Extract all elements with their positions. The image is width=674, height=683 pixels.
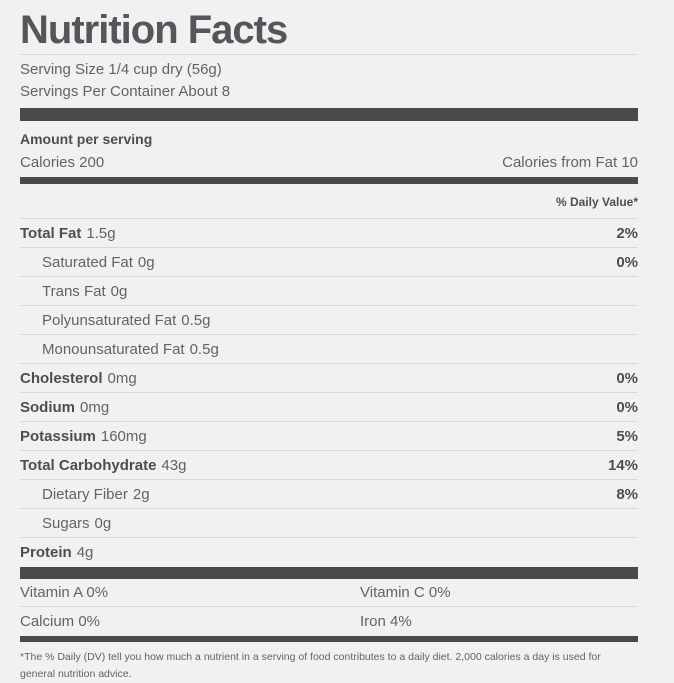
nutrient-label: Total Carbohydrate xyxy=(20,456,157,474)
serving-size-text: Serving Size 1/4 cup dry (56g) xyxy=(20,61,222,78)
nutrient-amount: 4g xyxy=(76,544,94,561)
vitamin-c-value: Vitamin C 0% xyxy=(360,584,451,601)
nutrient-daily-value: 0% xyxy=(616,398,638,416)
nutrient-name-amount: Total Fat 1.5g xyxy=(20,225,116,242)
nutrient-daily-value: 5% xyxy=(616,427,638,445)
nutrient-name-amount: Total Carbohydrate 43g xyxy=(20,457,186,474)
micronutrient-row-minerals: Calcium 0% Iron 4% xyxy=(20,607,638,635)
nutrient-amount: 43g xyxy=(161,456,187,474)
nutrient-amount: 1.5g xyxy=(86,224,116,242)
calcium-value: Calcium 0% xyxy=(20,612,101,630)
nutrient-row-sugars: Sugars 0g xyxy=(20,509,638,538)
nutrient-label: Potassium xyxy=(20,427,96,445)
nutrient-row-saturated-fat: Saturated Fat 0g 0% xyxy=(20,248,638,277)
nutrient-label: Saturated Fat xyxy=(42,253,133,271)
nutrient-daily-value: 0% xyxy=(616,369,638,387)
nutrient-label: Protein xyxy=(20,544,72,561)
nutrient-row-total-fat: Total Fat 1.5g 2% xyxy=(20,219,638,248)
nutrient-amount: 0mg xyxy=(107,369,137,387)
servings-per-container-text: Servings Per Container About 8 xyxy=(20,83,231,100)
section-bar-footnote xyxy=(20,636,638,642)
nutrient-daily-value: 8% xyxy=(616,485,638,503)
nutrient-name-amount: Dietary Fiber 2g xyxy=(42,486,150,503)
nutrient-row-cholesterol: Cholesterol 0mg 0% xyxy=(20,364,638,393)
nutrient-row-sodium: Sodium 0mg 0% xyxy=(20,393,638,422)
nutrient-amount: 0.5g xyxy=(181,311,211,329)
nutrient-daily-value: 0% xyxy=(616,253,638,271)
nutrient-amount: 0g xyxy=(110,282,128,300)
nutrient-label: Total Fat xyxy=(20,224,82,242)
nutrient-label: Dietary Fiber xyxy=(42,485,128,503)
nutrient-label: Trans Fat xyxy=(42,282,106,300)
section-bar-micronutrients xyxy=(20,567,638,579)
amount-per-serving-label: Amount per serving xyxy=(20,131,153,147)
nutrient-row-dietary-fiber: Dietary Fiber 2g 8% xyxy=(20,480,638,509)
nutrient-name-amount: Cholesterol 0mg xyxy=(20,370,137,387)
daily-value-header: % Daily Value* xyxy=(20,184,638,219)
nutrient-label: Cholesterol xyxy=(20,369,103,387)
nutrient-amount: 0.5g xyxy=(189,340,219,358)
nutrient-amount: 0mg xyxy=(80,398,110,416)
section-bar-calories xyxy=(20,177,638,184)
nutrient-name-amount: Monounsaturated Fat 0.5g xyxy=(42,341,219,358)
nutrient-row-trans-fat: Trans Fat 0g xyxy=(20,277,638,306)
calories-from-fat-value: Calories from Fat 10 xyxy=(502,154,638,171)
nutrient-label: Sugars xyxy=(42,514,90,532)
nutrient-amount: 160mg xyxy=(100,427,147,445)
vitamin-a-value: Vitamin A 0% xyxy=(20,584,109,601)
nutrient-row-total-carbohydrate: Total Carbohydrate 43g 14% xyxy=(20,451,638,480)
nutrient-daily-value: 2% xyxy=(616,224,638,242)
nutrient-amount: 0g xyxy=(94,514,112,532)
nutrient-label: Sodium xyxy=(20,398,75,416)
nutrient-name-amount: Polyunsaturated Fat 0.5g xyxy=(42,312,210,329)
nutrient-name-amount: Sugars 0g xyxy=(42,515,111,532)
nutrient-table: Total Fat 1.5g 2% Saturated Fat 0g 0% Tran… xyxy=(20,219,638,567)
nutrient-name-amount: Trans Fat 0g xyxy=(42,283,127,300)
nutrient-row-monounsaturated-fat: Monounsaturated Fat 0.5g xyxy=(20,335,638,364)
iron-value: Iron 4% xyxy=(360,612,412,630)
nutrient-row-potassium: Potassium 160mg 5% xyxy=(20,422,638,451)
section-bar-top xyxy=(20,108,638,121)
nutrient-label: Monounsaturated Fat xyxy=(42,340,185,358)
nutrient-label: Polyunsaturated Fat xyxy=(42,311,177,329)
nutrient-row-protein: Protein 4g xyxy=(20,538,638,567)
page-title: Nutrition Facts xyxy=(20,8,288,52)
nutrient-daily-value: 14% xyxy=(607,456,638,474)
nutrient-amount: 2g xyxy=(132,485,150,503)
nutrient-row-polyunsaturated-fat: Polyunsaturated Fat 0.5g xyxy=(20,306,638,335)
calories-row: Calories 200 Calories from Fat 10 xyxy=(20,154,638,171)
nutrient-name-amount: Potassium 160mg xyxy=(20,428,147,445)
title-divider xyxy=(20,54,638,55)
nutrient-name-amount: Sodium 0mg xyxy=(20,399,109,416)
calories-value: Calories 200 xyxy=(20,154,105,171)
nutrient-name-amount: Protein 4g xyxy=(20,544,93,561)
daily-value-footnote: *The % Daily (DV) tell you how much a nu… xyxy=(20,651,601,680)
nutrient-name-amount: Saturated Fat 0g xyxy=(42,254,155,271)
micronutrient-row-vitamins: Vitamin A 0% Vitamin C 0% xyxy=(20,579,638,607)
nutrient-amount: 0g xyxy=(137,253,155,271)
